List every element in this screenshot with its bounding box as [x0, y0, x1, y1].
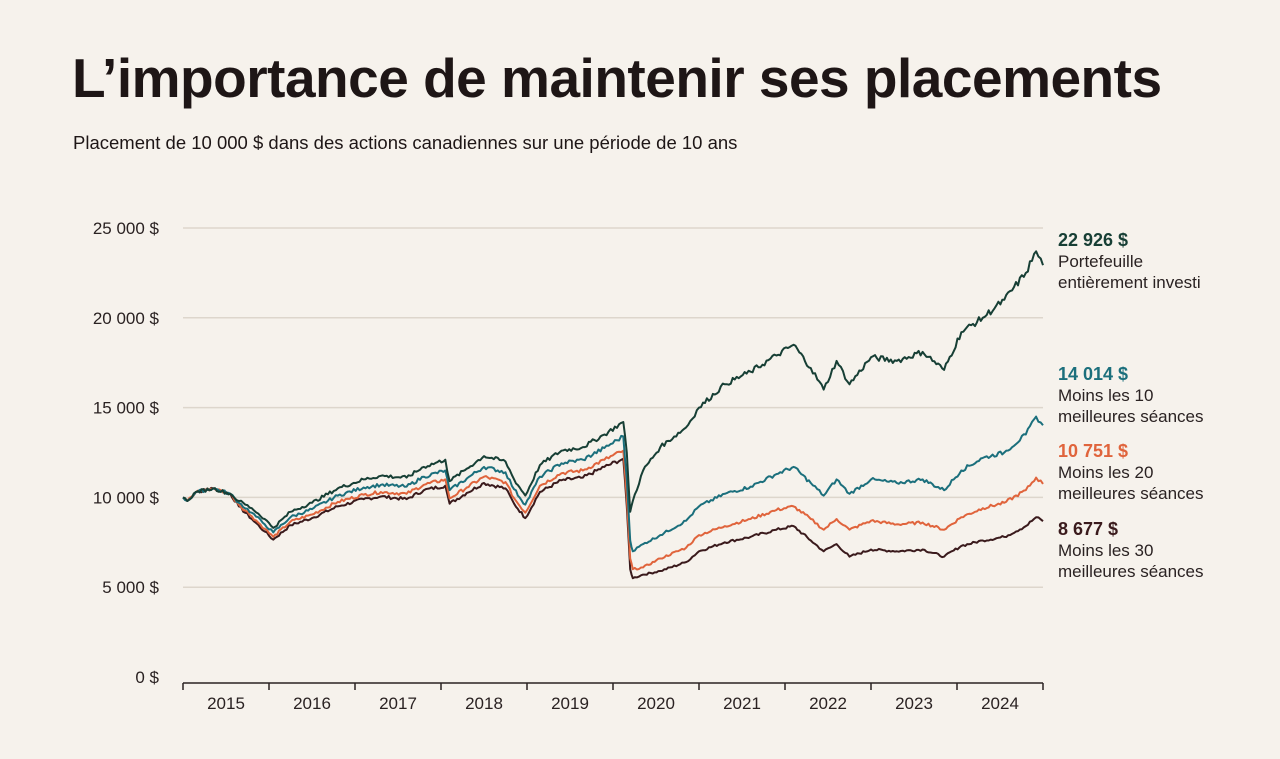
x-tick-label: 2015: [207, 694, 245, 713]
x-tick-label: 2020: [637, 694, 675, 713]
x-tick-label: 2021: [723, 694, 761, 713]
end-name-line1: Moins les 20: [1058, 463, 1154, 482]
end-name-line1: Moins les 10: [1058, 386, 1154, 405]
y-tick-label: 0 $: [135, 668, 159, 687]
end-name-line2: meilleures séances: [1058, 562, 1204, 581]
chart-title: L’importance de maintenir ses placements: [72, 47, 1162, 109]
x-tick-label: 2024: [981, 694, 1019, 713]
end-name-line1: Moins les 30: [1058, 541, 1154, 560]
end-label-full: 22 926 $ Portefeuille entièrement invest…: [1058, 230, 1201, 293]
x-tick-label: 2017: [379, 694, 417, 713]
end-value-minus30: 8 677 $: [1058, 519, 1119, 539]
series-line-2: [182, 449, 1044, 571]
series-line-3: [182, 457, 1044, 580]
x-tick-label: 2016: [293, 694, 331, 713]
end-label-minus30: 8 677 $ Moins les 30 meilleures séances: [1058, 519, 1204, 582]
y-tick-label: 15 000 $: [93, 399, 160, 418]
x-tick-label: 2022: [809, 694, 847, 713]
y-tick-label: 25 000 $: [93, 219, 160, 238]
y-tick-label: 10 000 $: [93, 488, 160, 507]
end-value-full: 22 926 $: [1058, 230, 1129, 250]
chart-subtitle: Placement de 10 000 $ dans des actions c…: [73, 132, 738, 153]
end-value-minus20: 10 751 $: [1058, 441, 1129, 461]
series-line-0: [182, 250, 1044, 529]
y-tick-label: 20 000 $: [93, 309, 160, 328]
y-tick-label: 5 000 $: [102, 578, 159, 597]
x-tick-label: 2018: [465, 694, 503, 713]
end-name-line2: entièrement investi: [1058, 273, 1201, 292]
end-value-minus10: 14 014 $: [1058, 364, 1129, 384]
x-tick-label: 2023: [895, 694, 933, 713]
series-line-1: [182, 415, 1044, 553]
x-tick-label: 2019: [551, 694, 589, 713]
end-name-line2: meilleures séances: [1058, 484, 1204, 503]
end-label-minus10: 14 014 $ Moins les 10 meilleures séances: [1058, 364, 1204, 427]
end-name-line2: meilleures séances: [1058, 407, 1204, 426]
end-label-minus20: 10 751 $ Moins les 20 meilleures séances: [1058, 441, 1204, 504]
end-name-line1: Portefeuille: [1058, 252, 1144, 271]
